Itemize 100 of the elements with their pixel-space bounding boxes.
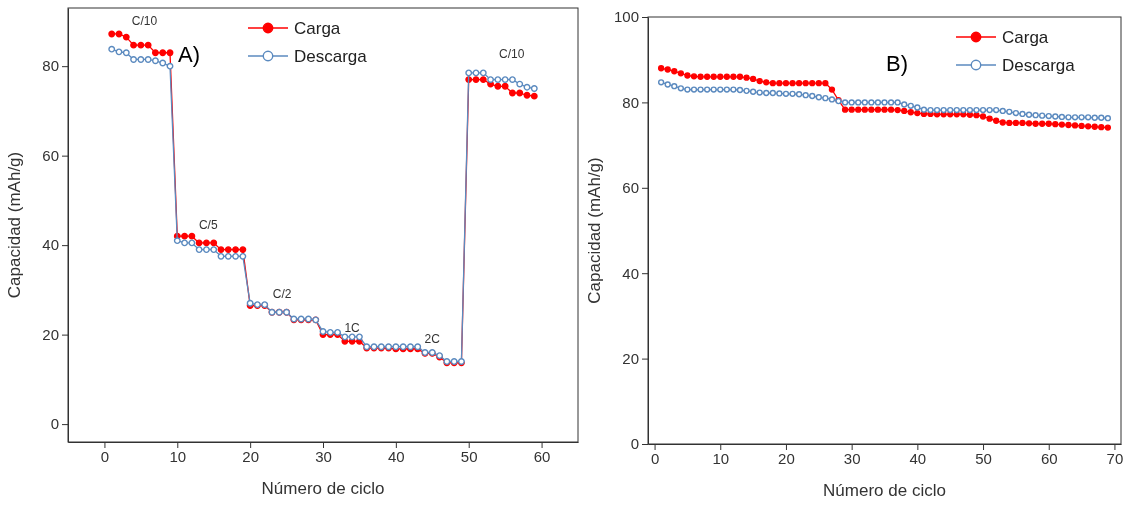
point bbox=[501, 76, 509, 84]
point bbox=[516, 89, 524, 97]
point bbox=[122, 33, 130, 41]
x-tick-label: 70 bbox=[1106, 449, 1124, 467]
y-tick-label: 60 bbox=[622, 179, 639, 197]
point bbox=[356, 333, 363, 341]
point bbox=[509, 76, 516, 84]
point bbox=[224, 252, 232, 260]
point bbox=[523, 83, 531, 91]
x-tick-label: 40 bbox=[388, 447, 405, 465]
point bbox=[239, 246, 247, 254]
point bbox=[188, 232, 196, 240]
legend-label: Carga bbox=[294, 19, 341, 38]
point bbox=[144, 41, 152, 49]
point bbox=[232, 252, 239, 260]
point bbox=[166, 62, 174, 70]
point bbox=[166, 49, 174, 57]
y-tick-label: 80 bbox=[42, 57, 59, 75]
point bbox=[115, 48, 123, 56]
point bbox=[348, 333, 356, 341]
point bbox=[195, 239, 203, 247]
point bbox=[472, 69, 480, 77]
annotation: C/5 bbox=[198, 218, 218, 232]
x-axis-title: Número de ciclo bbox=[823, 481, 946, 500]
x-tick-label: 20 bbox=[778, 449, 795, 467]
point bbox=[217, 252, 225, 260]
x-tick-label: 0 bbox=[650, 449, 660, 467]
point bbox=[210, 246, 218, 254]
point bbox=[108, 30, 116, 38]
point bbox=[523, 91, 531, 99]
point bbox=[173, 237, 181, 245]
point bbox=[195, 246, 203, 254]
annotation: C/10 bbox=[499, 46, 525, 61]
point bbox=[487, 76, 494, 84]
annotation: 2C bbox=[424, 332, 441, 347]
y-tick-label: 80 bbox=[622, 93, 639, 111]
point bbox=[494, 82, 502, 90]
y-axis-title: Capacidad (mAh/g) bbox=[5, 151, 24, 299]
x-axis-title: Número de ciclo bbox=[261, 479, 385, 498]
point bbox=[130, 56, 137, 63]
legend-label: Descarga bbox=[1002, 56, 1076, 75]
x-tick-label: 0 bbox=[100, 447, 110, 465]
point bbox=[479, 76, 487, 84]
point bbox=[152, 57, 159, 65]
point bbox=[494, 76, 502, 84]
y-tick-label: 0 bbox=[50, 415, 59, 433]
y-tick-label: 20 bbox=[622, 349, 639, 367]
legend-label: Descarga bbox=[294, 47, 368, 66]
point bbox=[319, 328, 327, 335]
y-tick-label: 40 bbox=[42, 236, 59, 254]
legend-label: Carga bbox=[1002, 28, 1049, 47]
point bbox=[203, 239, 210, 247]
point bbox=[217, 246, 225, 254]
y-tick-label: 0 bbox=[630, 435, 639, 453]
x-tick-label: 20 bbox=[242, 447, 259, 465]
x-tick-label: 60 bbox=[533, 447, 551, 465]
annotation: 1C bbox=[344, 320, 361, 335]
point bbox=[130, 41, 137, 49]
point bbox=[203, 246, 210, 254]
x-tick-label: 30 bbox=[843, 449, 861, 467]
point bbox=[516, 80, 524, 88]
x-tick-label: 30 bbox=[315, 447, 332, 465]
point bbox=[137, 41, 145, 49]
point bbox=[232, 246, 239, 254]
point bbox=[137, 56, 145, 63]
point bbox=[479, 69, 487, 77]
y-tick-label: 40 bbox=[622, 264, 639, 282]
point bbox=[509, 89, 516, 97]
point bbox=[501, 82, 509, 90]
point bbox=[465, 69, 473, 77]
x-tick-label: 40 bbox=[909, 449, 927, 467]
x-tick-label: 10 bbox=[712, 449, 730, 467]
point bbox=[122, 49, 130, 57]
point bbox=[152, 49, 159, 57]
point bbox=[159, 59, 167, 67]
point bbox=[530, 92, 538, 100]
point bbox=[224, 246, 232, 254]
point bbox=[115, 30, 123, 38]
y-tick-label: 100 bbox=[613, 8, 639, 26]
annotation: C/2 bbox=[272, 287, 292, 302]
y-tick-label: 60 bbox=[42, 146, 59, 164]
point bbox=[188, 239, 196, 247]
point bbox=[530, 85, 538, 92]
point bbox=[239, 252, 247, 260]
y-tick-label: 20 bbox=[42, 325, 59, 343]
annotation: A) bbox=[178, 42, 200, 67]
point bbox=[341, 333, 349, 341]
point bbox=[210, 239, 218, 247]
x-tick-label: 50 bbox=[460, 447, 478, 465]
annotation: B) bbox=[886, 51, 908, 76]
x-tick-label: 60 bbox=[1040, 449, 1058, 467]
x-tick-label: 10 bbox=[169, 447, 187, 465]
x-tick-label: 50 bbox=[975, 449, 992, 467]
point bbox=[472, 76, 480, 84]
point bbox=[181, 232, 188, 240]
point bbox=[144, 56, 152, 63]
point bbox=[108, 45, 116, 53]
point bbox=[159, 49, 167, 57]
point bbox=[181, 239, 188, 247]
y-axis-title: Capacidad (mAh/g) bbox=[585, 157, 604, 304]
